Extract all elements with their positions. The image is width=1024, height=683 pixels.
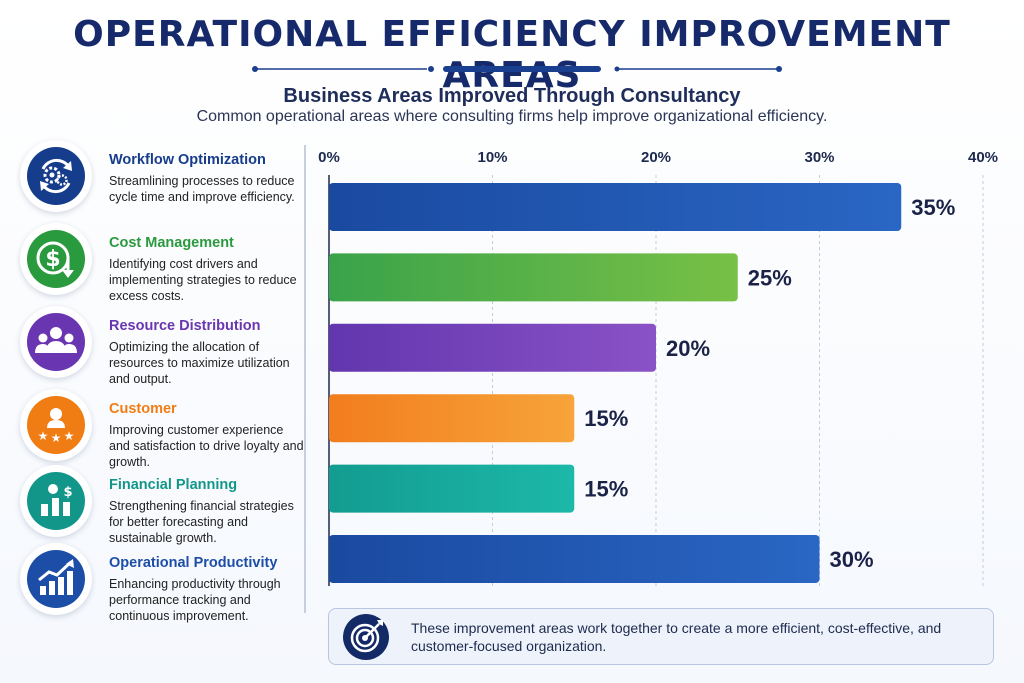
title-divider — [252, 66, 782, 72]
gears-cycle-icon — [20, 140, 92, 212]
area-description: Improving customer experience and satisf… — [109, 423, 304, 469]
chart-description: Common operational areas where consultin… — [196, 108, 828, 125]
finance-chart-icon: $ — [20, 465, 92, 537]
bar — [329, 323, 656, 372]
people-group-icon — [20, 306, 92, 378]
customer-stars-icon: ★ ★ ★ — [20, 389, 92, 461]
area-description: Optimizing the allocation of resources t… — [109, 340, 290, 386]
bar — [329, 535, 820, 583]
area-item-customer: ★ ★ ★ Customer Improving customer experi… — [18, 389, 308, 469]
summary-callout: These improvement areas work together to… — [328, 608, 994, 665]
bar — [329, 183, 902, 231]
bar-chart: 0% 10% 20% 30% 40% 35% 25% 20% 15% 15% 30% — [318, 149, 998, 586]
dollar-down-icon: $ — [20, 223, 92, 295]
x-tick-label: 20% — [641, 149, 671, 166]
sidebar-divider — [304, 145, 306, 613]
summary-text: These improvement areas work together to… — [411, 620, 942, 654]
bar — [329, 253, 738, 302]
svg-text:★: ★ — [64, 429, 75, 443]
bar-value-label: 20% — [666, 336, 710, 361]
bar-value-label: 30% — [830, 547, 874, 572]
area-title: Financial Planning — [109, 477, 238, 493]
target-icon — [343, 614, 389, 660]
x-tick-label: 30% — [804, 149, 834, 166]
bar — [329, 464, 575, 513]
area-description: Identifying cost drivers and implementin… — [109, 257, 297, 303]
bar-value-label: 25% — [748, 265, 792, 290]
area-item-cost-management: $ Cost Management Identifying cost drive… — [18, 223, 308, 303]
area-title: Operational Productivity — [109, 555, 278, 571]
x-tick-label: 40% — [968, 149, 998, 166]
area-item-workflow-optimization: Workflow Optimization Streamlining proce… — [18, 140, 308, 220]
trend-up-chart-icon — [20, 543, 92, 615]
bar — [329, 394, 575, 443]
chart-subtitle: Business Areas Improved Through Consulta… — [283, 85, 741, 107]
bar-value-label: 15% — [584, 406, 628, 431]
area-item-resource-distribution: Resource Distribution Optimizing the all… — [18, 306, 308, 386]
page-title: OPERATIONAL EFFICIENCY IMPROVEMENT AREAS — [73, 14, 951, 96]
area-description: Strengthening financial strategies for b… — [109, 499, 294, 545]
area-title: Workflow Optimization — [109, 152, 266, 168]
area-description: Enhancing productivity through performan… — [109, 577, 281, 623]
x-tick-label: 10% — [477, 149, 507, 166]
svg-text:★: ★ — [51, 431, 62, 445]
svg-text:$: $ — [45, 247, 60, 272]
area-title: Resource Distribution — [109, 318, 261, 334]
bar-value-label: 15% — [584, 477, 628, 502]
area-title: Cost Management — [109, 235, 234, 251]
area-item-financial-planning: $ Financial Planning Strengthening finan… — [18, 465, 308, 545]
area-title: Customer — [109, 401, 177, 417]
x-tick-label: 0% — [318, 149, 340, 166]
svg-text:★: ★ — [38, 429, 49, 443]
area-item-operational-productivity: Operational Productivity Enhancing produ… — [18, 543, 308, 623]
bar-value-label: 35% — [911, 195, 955, 220]
area-description: Streamlining processes to reduce cycle t… — [109, 174, 295, 204]
svg-text:$: $ — [63, 485, 72, 500]
